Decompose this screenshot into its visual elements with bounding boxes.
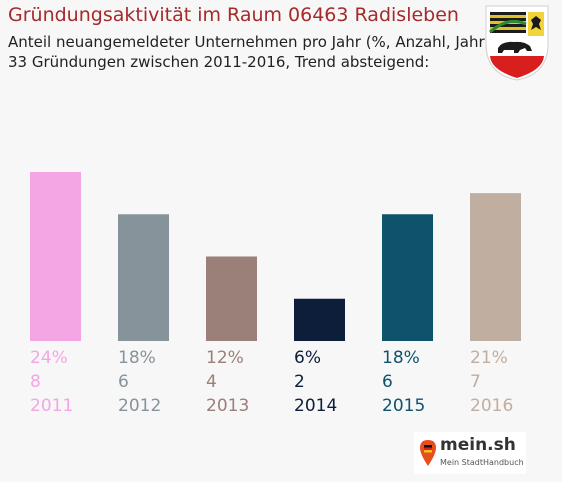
percent-label-2016: 21%: [470, 348, 508, 368]
percent-label-2012: 18%: [118, 348, 156, 368]
year-label-2016: 2016: [470, 396, 514, 416]
percent-label-2014: 6%: [294, 348, 321, 368]
bar-2016: [470, 193, 521, 341]
bar-2012: [118, 214, 169, 341]
bar-2014: [294, 298, 345, 341]
chart-summary: 33 Gründungen zwischen 2011-2016, Trend …: [8, 53, 430, 71]
bar-2013: [206, 256, 257, 341]
count-label-2015: 6: [382, 372, 393, 392]
percent-label-2011: 24%: [30, 348, 68, 368]
coat-of-arms-icon: [485, 5, 549, 81]
chart-subtitle: Anteil neuangemeldeter Unternehmen pro J…: [8, 33, 491, 51]
count-label-2011: 8: [30, 372, 41, 392]
year-label-2014: 2014: [294, 396, 338, 416]
count-label-2014: 2: [294, 372, 305, 392]
bar-2015: [382, 214, 433, 341]
brand-logo[interactable]: mein.sh Mein StadtHandbuch: [414, 432, 526, 474]
percent-label-2013: 12%: [206, 348, 244, 368]
count-label-2016: 7: [470, 372, 481, 392]
year-label-2015: 2015: [382, 396, 426, 416]
brand-name: mein.sh: [440, 435, 516, 455]
brand-tagline: Mein StadtHandbuch: [440, 458, 524, 467]
bar-2011: [30, 172, 81, 341]
count-label-2013: 4: [206, 372, 217, 392]
location-pin-icon: [420, 440, 436, 466]
percent-label-2015: 18%: [382, 348, 420, 368]
year-label-2011: 2011: [30, 396, 74, 416]
count-label-2012: 6: [118, 372, 129, 392]
year-label-2013: 2013: [206, 396, 250, 416]
chart-title: Gründungsaktivität im Raum 06463 Radisle…: [8, 4, 459, 26]
year-label-2012: 2012: [118, 396, 162, 416]
